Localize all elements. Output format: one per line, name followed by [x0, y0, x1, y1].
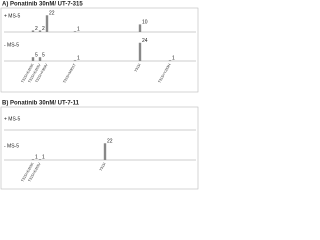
- panel-frame: [0, 106, 199, 190]
- category-label: T315I: [99, 162, 107, 172]
- panel-frame: [0, 7, 199, 93]
- bar: [103, 143, 107, 160]
- data-label: 22: [49, 11, 55, 17]
- data-label: 1: [77, 27, 80, 33]
- bar: [73, 31, 77, 32]
- bar: [38, 30, 42, 32]
- bar: [31, 57, 35, 61]
- data-label: 2: [35, 26, 38, 32]
- data-label: 1: [35, 155, 38, 161]
- data-label: 1: [172, 56, 175, 62]
- bar: [38, 159, 42, 160]
- category-label: T315I+Y253H: [157, 63, 172, 84]
- category-label: T315I+M351T: [62, 62, 77, 84]
- panel-title: A) Ponatinib 30nM/ UT-7-315: [2, 2, 83, 8]
- data-label: 24: [142, 38, 148, 44]
- bar: [38, 57, 42, 61]
- data-label: 1: [77, 56, 80, 62]
- bar: [168, 60, 172, 61]
- data-label: 2: [42, 26, 45, 32]
- data-label: 5: [35, 53, 38, 59]
- panel-title: B) Ponatinib 30nM/ UT-7-11: [2, 101, 80, 107]
- figure: A) Ponatinib 30nM/ UT-7-315 B) Ponatinib…: [0, 2, 199, 190]
- series-label: - MS-5: [4, 143, 19, 149]
- series-label: - MS-5: [4, 42, 19, 48]
- bar: [31, 30, 35, 32]
- bar: [138, 42, 142, 61]
- bar: [45, 15, 49, 33]
- bar: [31, 159, 35, 160]
- bar: [138, 24, 142, 32]
- data-label: 5: [42, 53, 45, 59]
- data-label: 1: [42, 155, 45, 161]
- series-label: + MS-5: [4, 13, 20, 19]
- bar: [73, 60, 77, 61]
- series-label: + MS-5: [4, 116, 20, 122]
- data-label: 22: [107, 139, 113, 145]
- data-label: 10: [142, 20, 148, 26]
- category-label: T315I: [134, 63, 142, 73]
